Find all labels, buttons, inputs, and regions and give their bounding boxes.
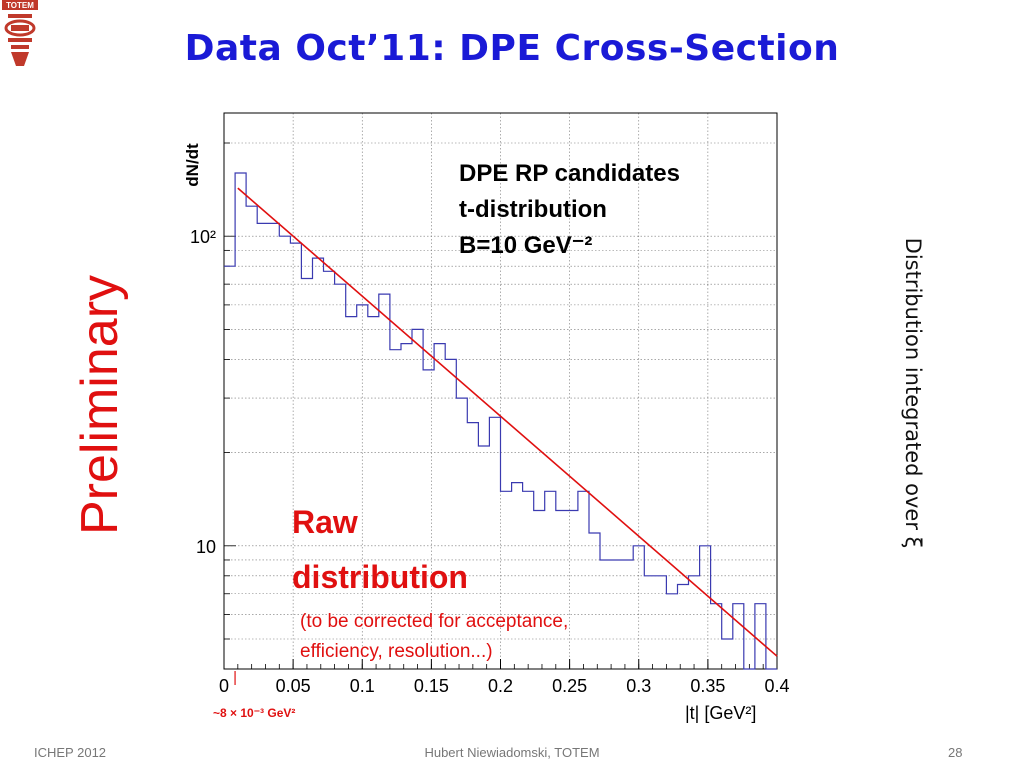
- x-tick-label: 0.1: [350, 676, 375, 696]
- legend-line-2: t-distribution: [459, 196, 607, 223]
- slide-title: Data Oct’11: DPE Cross-Section: [184, 28, 840, 69]
- x-axis-label: |t| [GeV²]: [685, 703, 756, 723]
- y-axis-label: dN/dt: [183, 143, 202, 187]
- x-tick-label: 0.05: [276, 676, 311, 696]
- legend-line-3: B=10 GeV⁻²: [459, 232, 592, 259]
- axis-ticks: 0 0.05 0.1 0.15 0.2 0.25 0.3 0.35 0.4 10 10²: [190, 142, 790, 696]
- footer-author: Hubert Niewiadomski, TOTEM: [424, 745, 600, 760]
- legend-line-1: DPE RP candidates: [459, 160, 680, 187]
- integration-note: Distribution integrated over ξ: [901, 237, 925, 549]
- x-tick-label: 0.25: [552, 676, 587, 696]
- annotation-note-2: efficiency, resolution...): [300, 641, 493, 662]
- preliminary-label: Preliminary: [71, 274, 129, 536]
- y-tick-label: 10: [196, 537, 216, 557]
- annotation-title-1: Raw: [292, 504, 358, 540]
- footer-conference: ICHEP 2012: [34, 745, 107, 760]
- fit-series: [237, 187, 778, 657]
- x-tick-label: 0.2: [488, 676, 513, 696]
- annotation-note-1: (to be corrected for acceptance,: [300, 611, 568, 632]
- totem-logo: TOTEM: [2, 0, 38, 66]
- x-tick-label: 0.3: [626, 676, 651, 696]
- x-tick-label: 0.35: [690, 676, 725, 696]
- x-tick-label: 0.15: [414, 676, 449, 696]
- logo-text: TOTEM: [6, 1, 34, 10]
- histogram-outline: [224, 172, 777, 670]
- x-tick-label: 0.4: [764, 676, 789, 696]
- dpe-t-distribution-chart: 0 0.05 0.1 0.15 0.2 0.25 0.3 0.35 0.4 10 10² dN/dt…: [183, 112, 790, 723]
- threshold-label: ~8 × 10⁻³ GeV²: [213, 706, 295, 720]
- histogram-series: [224, 172, 777, 670]
- footer-page-number: 28: [948, 745, 963, 760]
- y-tick-label: 10²: [190, 227, 216, 247]
- annotation-title-2: distribution: [292, 559, 468, 595]
- x-tick-label: 0: [219, 676, 229, 696]
- fit-line: [237, 187, 778, 657]
